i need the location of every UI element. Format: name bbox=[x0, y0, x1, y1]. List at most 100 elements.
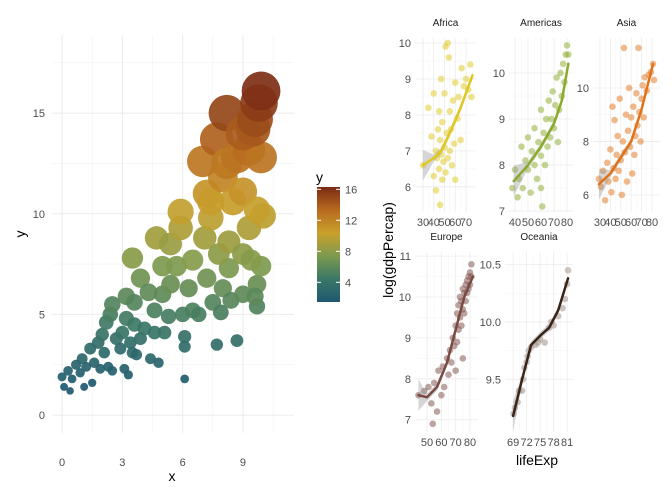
y-tick-label: 9 bbox=[405, 74, 411, 86]
data-point bbox=[462, 75, 470, 83]
data-point bbox=[629, 103, 637, 110]
data-point bbox=[466, 61, 474, 68]
y-tick-label: 7 bbox=[499, 206, 505, 218]
data-point bbox=[453, 338, 461, 346]
x-tick-label: 40 bbox=[428, 217, 440, 229]
y-tick-label: 5 bbox=[39, 309, 45, 321]
data-point bbox=[620, 44, 628, 52]
data-point bbox=[552, 101, 559, 109]
data-point bbox=[450, 140, 458, 147]
data-point bbox=[420, 387, 428, 395]
data-point bbox=[130, 349, 143, 361]
data-point bbox=[619, 138, 627, 145]
y-tick-label: 10 bbox=[493, 68, 505, 80]
data-point bbox=[548, 115, 555, 123]
data-point bbox=[563, 42, 571, 49]
data-point bbox=[541, 339, 548, 346]
main-scatter-plot: 0 3 6 9 0 5 10 15 bbox=[33, 35, 294, 469]
data-point bbox=[107, 365, 118, 376]
data-point bbox=[542, 115, 550, 123]
data-point bbox=[182, 249, 204, 271]
y-tick-label: 10 bbox=[33, 209, 45, 221]
x-tick-label: 0 bbox=[59, 457, 65, 469]
x-tick-label: 30 bbox=[417, 217, 429, 229]
legend-tick-label: 16 bbox=[345, 184, 357, 196]
data-point bbox=[157, 325, 172, 340]
facet-title: Europe bbox=[430, 232, 463, 243]
data-point bbox=[446, 108, 454, 115]
y-tick-label: 7 bbox=[405, 415, 411, 427]
data-point bbox=[565, 51, 572, 58]
data-point bbox=[152, 255, 173, 277]
data-point bbox=[432, 147, 440, 155]
data-point bbox=[527, 189, 534, 196]
x-tick-label: 6 bbox=[180, 457, 186, 469]
x-tick-label: 50 bbox=[615, 217, 627, 229]
data-point bbox=[554, 138, 562, 146]
data-point bbox=[616, 95, 624, 102]
data-point bbox=[433, 408, 441, 415]
data-point bbox=[623, 178, 631, 185]
data-point bbox=[537, 152, 545, 160]
data-point bbox=[104, 296, 121, 313]
confidence-band bbox=[598, 60, 654, 200]
data-point bbox=[67, 374, 77, 384]
smooth-line bbox=[597, 62, 655, 186]
data-point bbox=[434, 126, 442, 133]
data-point bbox=[81, 361, 92, 372]
legend-tick-label: 8 bbox=[345, 246, 351, 258]
x-tick-label: 3 bbox=[119, 457, 125, 469]
data-point bbox=[544, 143, 551, 150]
y-tick-label: 9 bbox=[405, 333, 411, 345]
legend-colorbar bbox=[317, 187, 340, 302]
data-point bbox=[212, 304, 229, 321]
x-tick-label: 75 bbox=[534, 437, 546, 449]
data-point bbox=[509, 184, 516, 192]
data-point bbox=[559, 60, 567, 68]
data-point bbox=[540, 129, 547, 137]
data-point bbox=[197, 188, 225, 216]
data-point bbox=[624, 127, 632, 135]
data-point bbox=[559, 304, 566, 312]
data-point bbox=[627, 114, 635, 121]
data-point bbox=[160, 308, 177, 325]
x-axis-label: x bbox=[169, 468, 176, 484]
x-tick-label: 78 bbox=[548, 437, 560, 449]
data-point bbox=[618, 191, 626, 199]
data-point bbox=[115, 325, 130, 340]
data-point bbox=[60, 382, 69, 391]
data-point bbox=[430, 379, 438, 387]
x-tick-label: 80 bbox=[646, 217, 658, 229]
data-point bbox=[601, 196, 609, 204]
data-point bbox=[179, 279, 198, 298]
data-point bbox=[130, 268, 151, 288]
data-point bbox=[448, 359, 455, 366]
data-point bbox=[612, 175, 619, 183]
data-point bbox=[435, 165, 443, 173]
data-point bbox=[458, 322, 465, 329]
data-point bbox=[615, 167, 622, 175]
x-tick-label: 40 bbox=[604, 217, 616, 229]
data-point bbox=[193, 226, 217, 250]
data-point bbox=[522, 157, 529, 164]
data-point bbox=[126, 293, 143, 311]
data-point bbox=[640, 114, 647, 121]
facet-title: Americas bbox=[520, 18, 562, 29]
data-point bbox=[451, 176, 459, 183]
data-point bbox=[123, 370, 133, 380]
data-point bbox=[460, 310, 468, 317]
data-point bbox=[425, 383, 432, 391]
data-point bbox=[613, 151, 620, 159]
data-point bbox=[245, 141, 277, 174]
data-point bbox=[564, 267, 572, 274]
legend-tick-label: 4 bbox=[345, 277, 351, 289]
data-point bbox=[609, 103, 616, 110]
data-point bbox=[145, 353, 156, 365]
data-point bbox=[76, 353, 88, 365]
y-axis-label: y bbox=[12, 231, 28, 238]
facet-title: Africa bbox=[433, 18, 459, 29]
smooth-line bbox=[511, 277, 570, 418]
facet-panel-europe: Europe 50 60 70 80 7 8 9 10 11 bbox=[399, 232, 478, 449]
data-point bbox=[604, 178, 612, 185]
